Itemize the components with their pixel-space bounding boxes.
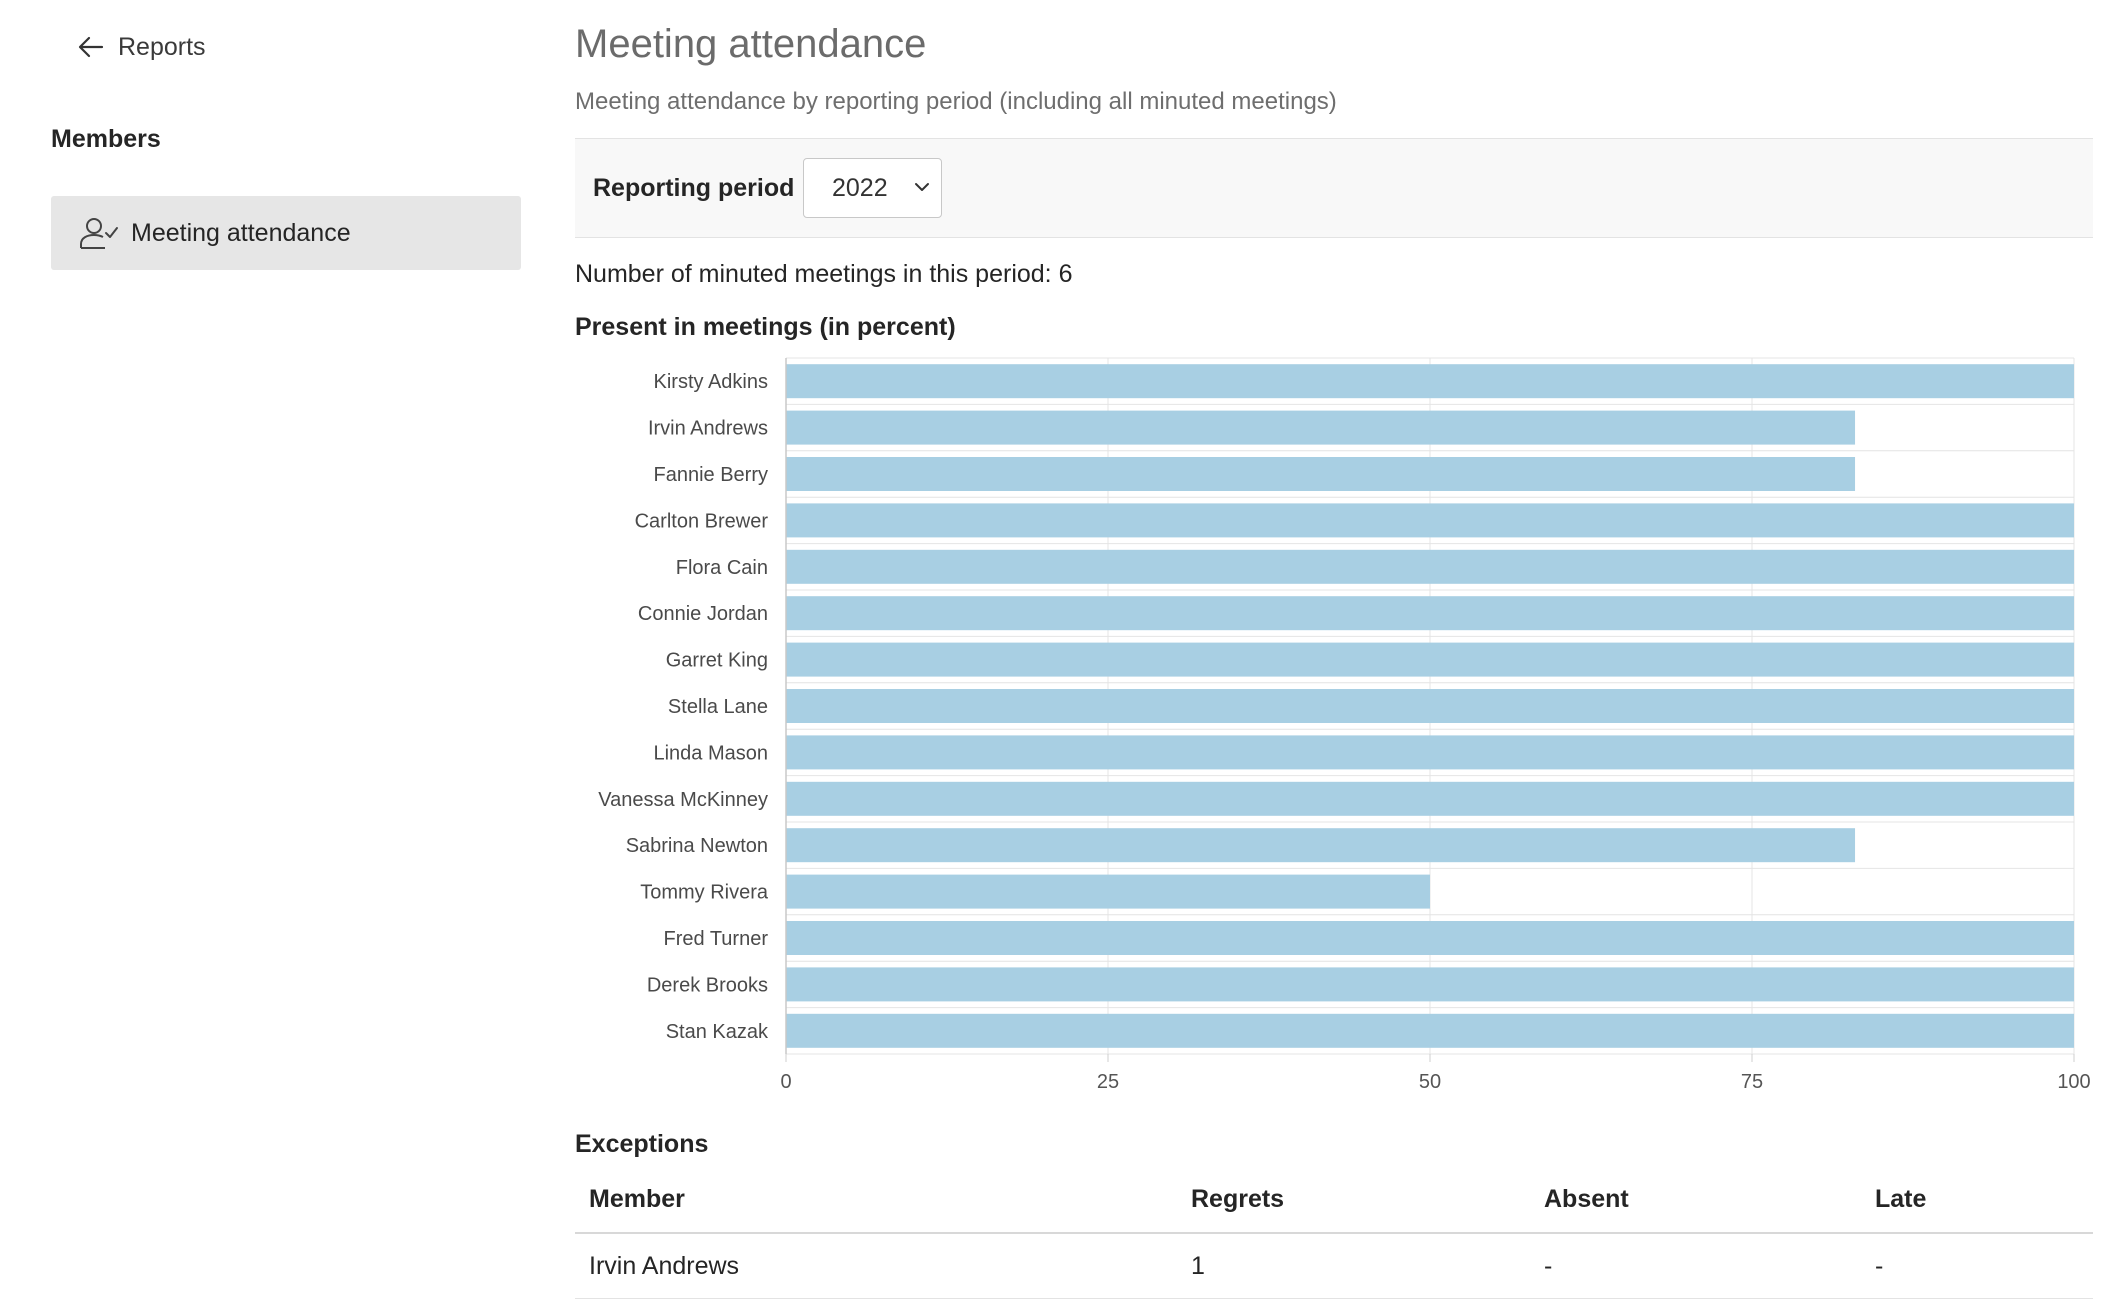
page-title: Meeting attendance bbox=[575, 22, 927, 66]
y-category-label: Fred Turner bbox=[664, 928, 769, 950]
y-category-label: Vanessa McKinney bbox=[598, 789, 768, 811]
reporting-period-value: 2022 bbox=[832, 174, 888, 202]
bar bbox=[786, 1013, 2074, 1048]
x-tick-label: 0 bbox=[780, 1071, 791, 1093]
page-subtitle: Meeting attendance by reporting period (… bbox=[575, 88, 1337, 115]
y-category-label: Kirsty Adkins bbox=[654, 371, 768, 393]
meeting-count: Number of minuted meetings in this perio… bbox=[575, 260, 1073, 288]
bar bbox=[786, 457, 1856, 491]
cell-member: Irvin Andrews bbox=[575, 1233, 1177, 1299]
cell-absent: - bbox=[1530, 1233, 1861, 1299]
y-category-label: Linda Mason bbox=[653, 742, 768, 764]
filter-bar: Reporting period 2022 bbox=[575, 138, 2093, 238]
y-category-label: Stan Kazak bbox=[666, 1021, 769, 1043]
y-category-label: Garret King bbox=[666, 650, 768, 672]
column-header-member: Member bbox=[575, 1166, 1177, 1234]
bar bbox=[786, 689, 2074, 723]
y-category-label: Tommy Rivera bbox=[640, 882, 769, 904]
x-tick-label: 100 bbox=[2057, 1071, 2090, 1093]
sidebar-heading: Members bbox=[51, 125, 161, 153]
bar bbox=[786, 921, 2074, 955]
cell-regrets: 1 bbox=[1177, 1233, 1530, 1299]
back-to-reports-link[interactable]: Reports bbox=[76, 32, 206, 62]
bar bbox=[786, 410, 1856, 445]
bar bbox=[786, 874, 1430, 909]
bar bbox=[786, 828, 1856, 863]
bar bbox=[786, 967, 2074, 1002]
chart-title: Present in meetings (in percent) bbox=[575, 313, 956, 341]
x-tick-label: 25 bbox=[1097, 1071, 1119, 1093]
reporting-period-label: Reporting period bbox=[593, 174, 795, 202]
column-header-regrets: Regrets bbox=[1177, 1166, 1530, 1234]
y-category-label: Carlton Brewer bbox=[635, 510, 769, 532]
exceptions-header-row: Member Regrets Absent Late bbox=[575, 1166, 2093, 1234]
exceptions-table: Member Regrets Absent Late Irvin Andrews… bbox=[575, 1166, 2093, 1299]
sidebar-item-label: Meeting attendance bbox=[131, 218, 351, 247]
y-category-label: Sabrina Newton bbox=[626, 835, 768, 857]
y-category-label: Fannie Berry bbox=[654, 464, 769, 486]
table-row: Irvin Andrews 1 - - bbox=[575, 1233, 2093, 1299]
bar bbox=[786, 503, 2074, 538]
sidebar-item-meeting-attendance[interactable]: Meeting attendance bbox=[51, 196, 521, 270]
y-category-label: Irvin Andrews bbox=[648, 418, 768, 440]
chevron-down-icon bbox=[915, 183, 929, 191]
y-category-label: Derek Brooks bbox=[647, 974, 768, 996]
y-category-label: Connie Jordan bbox=[638, 603, 768, 625]
bar bbox=[786, 596, 2074, 631]
bar bbox=[786, 735, 2074, 770]
exceptions-title: Exceptions bbox=[575, 1130, 709, 1158]
reporting-period-select[interactable]: 2022 bbox=[803, 158, 942, 218]
arrow-left-icon bbox=[78, 36, 104, 58]
column-header-absent: Absent bbox=[1530, 1166, 1861, 1234]
bar bbox=[786, 642, 2074, 677]
column-header-late: Late bbox=[1861, 1166, 2093, 1234]
bar bbox=[786, 549, 2074, 584]
attendance-bar-chart: 0 25 50 75 100 Kirsty Adkins Irvin Andrews Fann… bbox=[598, 357, 2091, 1093]
bar bbox=[786, 364, 2074, 399]
x-tick-label: 75 bbox=[1741, 1071, 1763, 1093]
y-category-label: Flora Cain bbox=[676, 557, 768, 579]
x-tick-label: 50 bbox=[1419, 1071, 1441, 1093]
bar bbox=[786, 781, 2074, 816]
user-check-icon bbox=[80, 218, 118, 249]
cell-late: - bbox=[1861, 1233, 2093, 1299]
y-category-label: Stella Lane bbox=[668, 696, 768, 718]
back-link-label: Reports bbox=[118, 32, 206, 61]
